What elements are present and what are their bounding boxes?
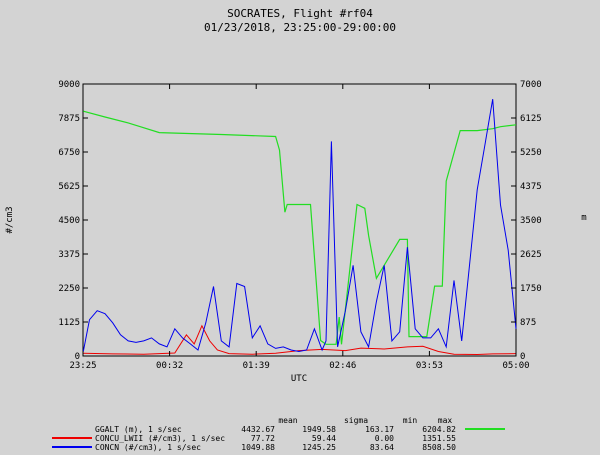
right-tick-label: 0: [520, 352, 525, 362]
right-tick-label: 5250: [520, 148, 542, 158]
stats-header: mean sigma min max: [278, 416, 452, 425]
stats-header-mean: mean: [278, 416, 297, 425]
legend-stat: 83.64: [370, 443, 394, 452]
legend-label: CONCU_LWII (#/cm3), 1 s/sec: [95, 434, 225, 443]
legend-stat: 6204.82: [422, 425, 456, 434]
left-tick-label: 7875: [58, 114, 80, 124]
legend-stat: 8508.50: [422, 443, 456, 452]
right-tick-label: 1750: [520, 284, 542, 294]
legend-stat: 1245.25: [302, 443, 336, 452]
legend-stat: 163.17: [365, 425, 394, 434]
x-tick-label: 00:32: [156, 361, 183, 371]
chart-title: SOCRATES, Flight #rf04: [227, 7, 373, 20]
tick-labels: 23:25 00:32 01:39 02:46 03:53 05:000112522503…: [58, 80, 541, 371]
x-tick-label: 01:39: [243, 361, 270, 371]
stats-header-min: min: [403, 416, 418, 425]
stats-header-max: max: [438, 416, 453, 425]
right-tick-label: 6125: [520, 114, 542, 124]
plot-area: [82, 83, 517, 357]
right-tick-label: 4375: [520, 182, 542, 192]
legend-stat: 0.00: [375, 434, 394, 443]
legend-stat: 4432.67: [241, 425, 275, 434]
left-tick-label: 2250: [58, 284, 80, 294]
right-tick-label: 7000: [520, 80, 542, 90]
x-tick-label: 23:25: [69, 361, 96, 371]
series-line-3: [82, 99, 517, 353]
legend-label: CONCN (#/cm3), 1 s/sec: [95, 443, 201, 452]
left-tick-label: 6750: [58, 148, 80, 158]
left-tick-label: 0: [75, 352, 80, 362]
series-line-2: [83, 324, 517, 356]
legend-stat: 1351.55: [422, 434, 456, 443]
x-axis-label: UTC: [291, 374, 307, 384]
legend-stat: 1049.88: [241, 443, 275, 452]
legend: GGALT (m), 1 s/sec 4432.67 1949.58 163.17 62…: [52, 425, 505, 452]
left-tick-label: 1125: [58, 318, 80, 328]
right-tick-label: 3500: [520, 216, 542, 226]
plot-frame: [82, 83, 517, 357]
left-axis-label: #/cm3: [5, 206, 15, 233]
left-tick-label: 5625: [58, 182, 80, 192]
legend-stat: 59.44: [312, 434, 336, 443]
x-tick-label: 05:00: [502, 361, 529, 371]
right-tick-label: 875: [520, 318, 536, 328]
x-tick-label: 03:53: [416, 361, 443, 371]
right-tick-label: 2625: [520, 250, 542, 260]
stats-header-sigma: sigma: [344, 416, 368, 425]
left-tick-label: 3375: [58, 250, 80, 260]
chart-subtitle: 01/23/2018, 23:25:00-29:00:00: [204, 21, 396, 34]
left-tick-label: 9000: [58, 80, 80, 90]
left-tick-label: 4500: [58, 216, 80, 226]
x-tick-label: 02:46: [329, 361, 356, 371]
legend-stat: 77.72: [251, 434, 275, 443]
legend-label: GGALT (m), 1 s/sec: [95, 425, 182, 434]
right-axis-label: m: [581, 213, 586, 223]
series-line-1: [83, 110, 517, 345]
legend-stat: 1949.58: [302, 425, 336, 434]
